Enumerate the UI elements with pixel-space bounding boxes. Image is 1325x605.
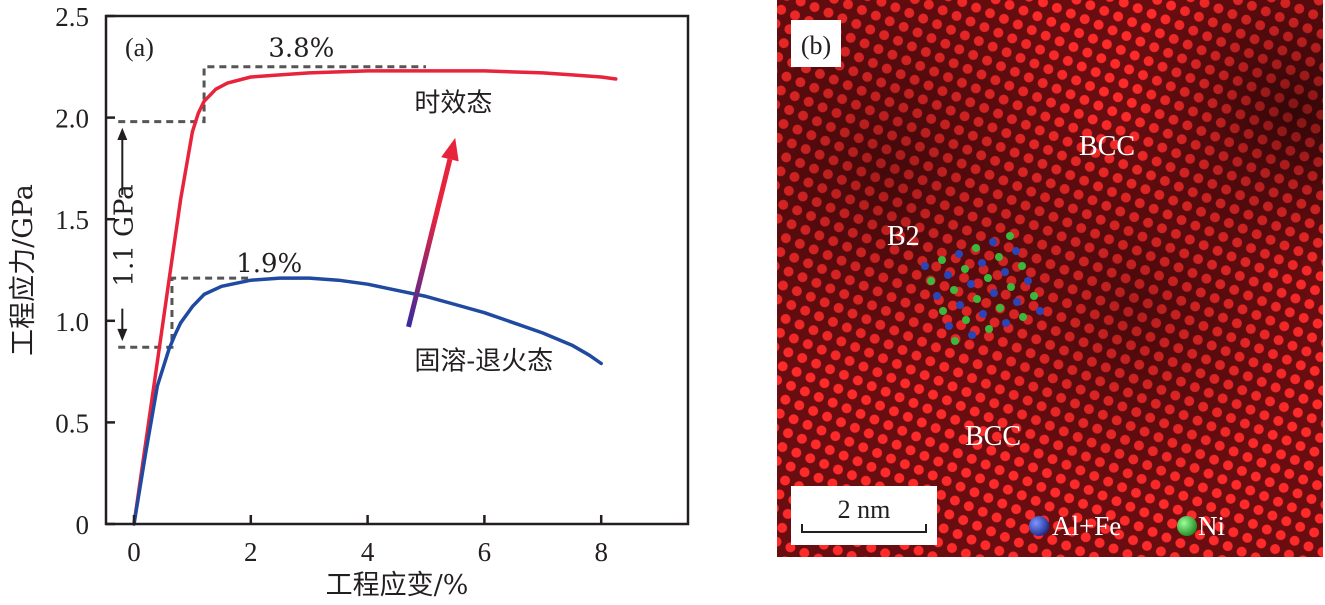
label-aged: 时效态 bbox=[414, 89, 492, 119]
atom-ni bbox=[972, 244, 980, 252]
b2-atom-cluster bbox=[921, 232, 1044, 345]
legend-ni-icon bbox=[1177, 516, 1197, 536]
label-b2: B2 bbox=[887, 221, 920, 252]
y-tick-label: 2.0 bbox=[55, 104, 89, 134]
series-line-annealed bbox=[132, 276, 603, 526]
atom-ni bbox=[1006, 232, 1014, 240]
legend-al-fe-label: Al+Fe bbox=[1052, 511, 1121, 541]
atom-al-fe bbox=[1013, 298, 1021, 306]
atom-al-fe bbox=[1012, 247, 1020, 255]
y-axis-ticks: 0 0.5 1.0 1.5 2.0 2.5 bbox=[55, 2, 115, 540]
hrtem-image-panel: (b) BCC B2 BCC 2 nm Al+Fe Ni bbox=[777, 0, 1323, 557]
arrow-down-icon bbox=[117, 328, 128, 342]
label-bcc-top: BCC bbox=[1079, 131, 1135, 162]
atom-ni bbox=[996, 304, 1004, 312]
hrtem-image: (b) BCC B2 BCC 2 nm Al+Fe Ni bbox=[777, 0, 1323, 557]
y-tick-label: 0.5 bbox=[55, 408, 89, 438]
aged-guide-line bbox=[118, 65, 426, 124]
legend-al-fe-icon bbox=[1029, 516, 1049, 536]
scale-bar-label: 2 nm bbox=[838, 495, 891, 524]
annealed-guide-line bbox=[118, 276, 251, 349]
atom-ni bbox=[939, 307, 947, 315]
atom-ni bbox=[1007, 283, 1015, 291]
atom-ni bbox=[995, 253, 1003, 261]
atom-al-fe bbox=[967, 280, 975, 288]
label-bcc-bottom: BCC bbox=[965, 421, 1021, 452]
atom-ni bbox=[950, 286, 958, 294]
plot-frame bbox=[104, 14, 690, 526]
panel-label-a: (a) bbox=[125, 33, 154, 62]
series-line-aged bbox=[132, 69, 618, 526]
atom-al-fe bbox=[921, 262, 929, 270]
annot-1-1-gpa: 1.1 GPa bbox=[109, 184, 139, 286]
atom-ni bbox=[985, 325, 993, 333]
transition-arrowhead-icon bbox=[441, 137, 459, 162]
atom-al-fe bbox=[978, 259, 986, 267]
atom-al-fe bbox=[989, 238, 997, 246]
atom-ni bbox=[1018, 262, 1026, 270]
atom-al-fe bbox=[1001, 268, 1009, 276]
x-tick-label: 6 bbox=[478, 537, 492, 567]
x-axis-title: 工程应变/% bbox=[326, 570, 469, 601]
atom-al-fe bbox=[1036, 307, 1044, 315]
y-tick-label: 1.5 bbox=[55, 205, 89, 235]
annot-1-9-percent: 1.9% bbox=[236, 249, 302, 279]
atom-ni bbox=[984, 274, 992, 282]
atom-ni bbox=[951, 337, 959, 345]
annot-3-8-percent: 3.8% bbox=[268, 34, 334, 64]
atom-ni bbox=[938, 256, 946, 264]
stress-strain-chart: 0 2 4 6 8 0 0.5 1.0 1.5 2.0 2.5 工程应变/% 工程应力/GPa (… bbox=[8, 2, 690, 601]
atom-al-fe bbox=[1024, 277, 1032, 285]
x-tick-label: 8 bbox=[594, 537, 608, 567]
atom-al-fe bbox=[1002, 319, 1010, 327]
atom-al-fe bbox=[955, 250, 963, 258]
panel-label-b: (b) bbox=[801, 31, 831, 60]
atom-ni bbox=[962, 316, 970, 324]
arrow-up-icon bbox=[117, 127, 128, 140]
x-tick-label: 0 bbox=[127, 537, 141, 567]
atom-al-fe bbox=[944, 271, 952, 279]
atom-ni bbox=[973, 295, 981, 303]
atom-al-fe bbox=[945, 322, 953, 330]
atom-ni bbox=[1019, 313, 1027, 321]
atom-al-fe bbox=[979, 310, 987, 318]
atom-al-fe bbox=[990, 289, 998, 297]
transition-arrow bbox=[406, 158, 453, 328]
label-annealed: 固溶-退火态 bbox=[414, 347, 553, 377]
y-tick-label: 0 bbox=[76, 510, 90, 540]
y-axis-title: 工程应力/GPa bbox=[8, 184, 39, 356]
plot-area bbox=[117, 65, 618, 526]
y-tick-label: 1.0 bbox=[55, 307, 89, 337]
panel-label-b-box bbox=[791, 20, 841, 67]
atom-al-fe bbox=[933, 292, 941, 300]
atom-al-fe bbox=[968, 331, 976, 339]
atom-ni bbox=[961, 265, 969, 273]
scale-bar bbox=[801, 524, 927, 533]
x-axis-ticks: 0 2 4 6 8 bbox=[127, 515, 608, 567]
atom-ni bbox=[927, 277, 935, 285]
legend-ni-label: Ni bbox=[1198, 511, 1225, 541]
atom-ni bbox=[1030, 292, 1038, 300]
y-tick-label: 2.5 bbox=[55, 2, 89, 32]
x-tick-label: 2 bbox=[244, 537, 258, 567]
x-tick-label: 4 bbox=[361, 537, 375, 567]
atom-al-fe bbox=[956, 301, 964, 309]
scale-bar-box bbox=[791, 486, 937, 545]
